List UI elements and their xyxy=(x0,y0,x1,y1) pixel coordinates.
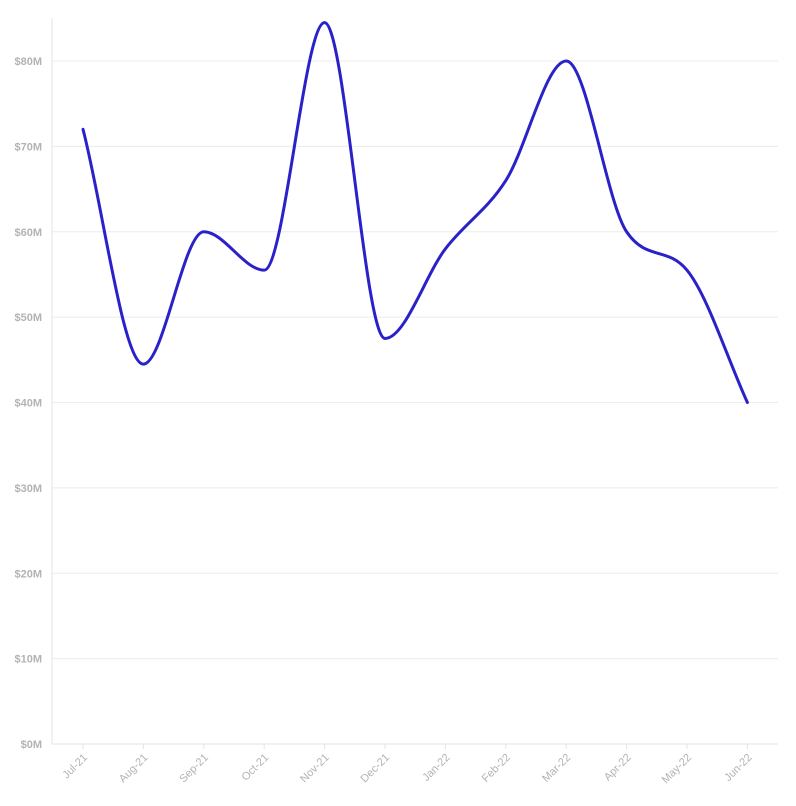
y-tick-label: $10M xyxy=(14,654,42,666)
y-tick-label: $50M xyxy=(14,312,42,324)
x-tick-label: Apr-22 xyxy=(602,752,634,784)
axis-layer xyxy=(51,18,778,749)
data-point-Aug-21 xyxy=(142,363,145,366)
data-point-Oct-21 xyxy=(263,269,266,272)
y-axis-ticks: $0M $10M $20M $30M $40M $50M $60M $70M $80M xyxy=(14,56,42,751)
x-tick-label: Oct-21 xyxy=(239,752,271,784)
data-point-Jul-21 xyxy=(82,128,85,131)
data-point-Apr-22 xyxy=(625,230,628,233)
y-tick-label: $0M xyxy=(21,739,42,751)
y-tick-label: $40M xyxy=(14,398,42,410)
data-point-May-22 xyxy=(686,269,689,272)
series-line-0 xyxy=(81,21,749,404)
series-layer xyxy=(81,21,749,404)
data-point-Jun-22 xyxy=(746,401,749,404)
x-tick-label: Dec-21 xyxy=(359,752,393,786)
x-axis-ticks: Jul-21 Aug-21 Sep-21 Oct-21 Nov-21 Dec-21 Jan-… xyxy=(60,752,754,786)
x-tick-label: Mar-22 xyxy=(540,752,573,785)
data-point-Dec-21 xyxy=(384,337,387,340)
y-tick-label: $80M xyxy=(14,56,42,68)
x-tick-label: Sep-21 xyxy=(177,752,211,786)
y-tick-label: $70M xyxy=(14,141,42,153)
grid-layer xyxy=(52,60,778,660)
x-tick-label: Aug-21 xyxy=(117,752,151,786)
x-tick-label: Jan-22 xyxy=(420,752,452,784)
y-tick-label: $60M xyxy=(14,227,42,239)
data-point-Sep-21 xyxy=(202,230,205,233)
x-tick-label: Jul-21 xyxy=(60,752,90,782)
y-tick-label: $30M xyxy=(14,483,42,495)
x-tick-label: Nov-21 xyxy=(298,752,332,786)
x-tick-label: Feb-22 xyxy=(480,752,513,785)
data-point-Mar-22 xyxy=(565,60,568,63)
data-point-Feb-22 xyxy=(504,179,507,182)
x-tick-label: Jun-22 xyxy=(722,752,754,784)
data-point-Jan-22 xyxy=(444,247,447,250)
y-tick-label: $20M xyxy=(14,568,42,580)
data-point-Nov-21 xyxy=(323,21,326,24)
x-tick-label: May-22 xyxy=(660,752,694,786)
